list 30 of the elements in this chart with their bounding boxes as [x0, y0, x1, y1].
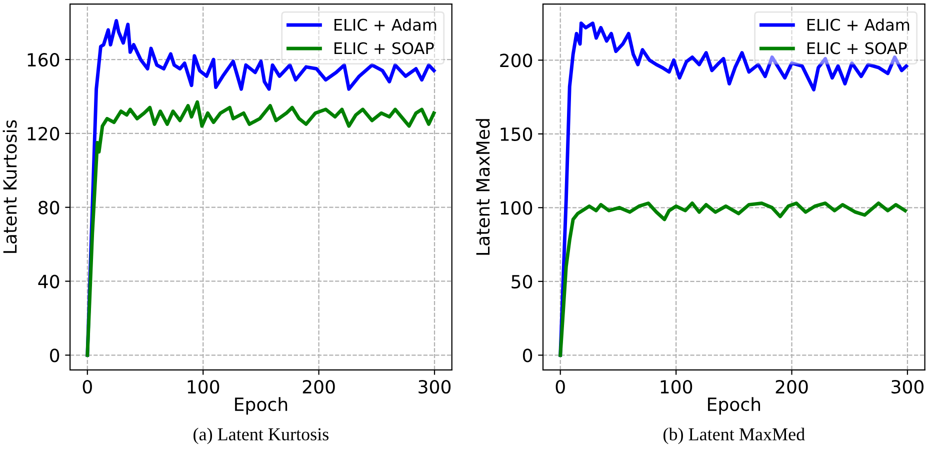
- legend-label: ELIC + SOAP: [807, 42, 907, 54]
- x-tick-label: 200: [776, 380, 808, 394]
- y-tick-label: 100: [500, 201, 532, 215]
- y-tick-label: 0: [522, 348, 532, 362]
- y-tick-label: 160: [28, 52, 60, 67]
- y-axis-title: Latent Kurtosis: [2, 120, 17, 253]
- line-series: [558, 201, 907, 357]
- y-tick-label: 40: [38, 274, 60, 288]
- y-tick-label: 80: [38, 200, 60, 214]
- y-axis-title: Latent MaxMed: [476, 119, 490, 255]
- x-tick-label: 100: [660, 380, 692, 394]
- y-tick-label: 0: [50, 348, 60, 362]
- line-series: [86, 100, 436, 357]
- x-tick-label: 0: [556, 380, 565, 394]
- x-tick-label: 100: [188, 380, 220, 394]
- y-tick-label: 150: [500, 127, 532, 142]
- x-axis-title: Epoch: [235, 397, 288, 415]
- x-tick-label: 300: [418, 380, 451, 394]
- x-tick-label: 200: [302, 380, 335, 394]
- y-tick-label: 120: [28, 126, 60, 141]
- y-tick-label: 50: [512, 274, 532, 289]
- x-tick-label: 0: [82, 380, 92, 394]
- x-tick-label: 300: [892, 380, 924, 394]
- legend-label: ELIC + Adam: [807, 18, 910, 31]
- text: (b) Latent MaxMed: [664, 428, 805, 444]
- y-tick-label: 200: [500, 54, 532, 68]
- legend-label: ELIC + Adam: [334, 18, 436, 31]
- legend-label: ELIC + SOAP: [334, 42, 434, 54]
- x-axis-title: Epoch: [708, 397, 760, 415]
- text: (a) Latent Kurtosis: [194, 428, 328, 444]
